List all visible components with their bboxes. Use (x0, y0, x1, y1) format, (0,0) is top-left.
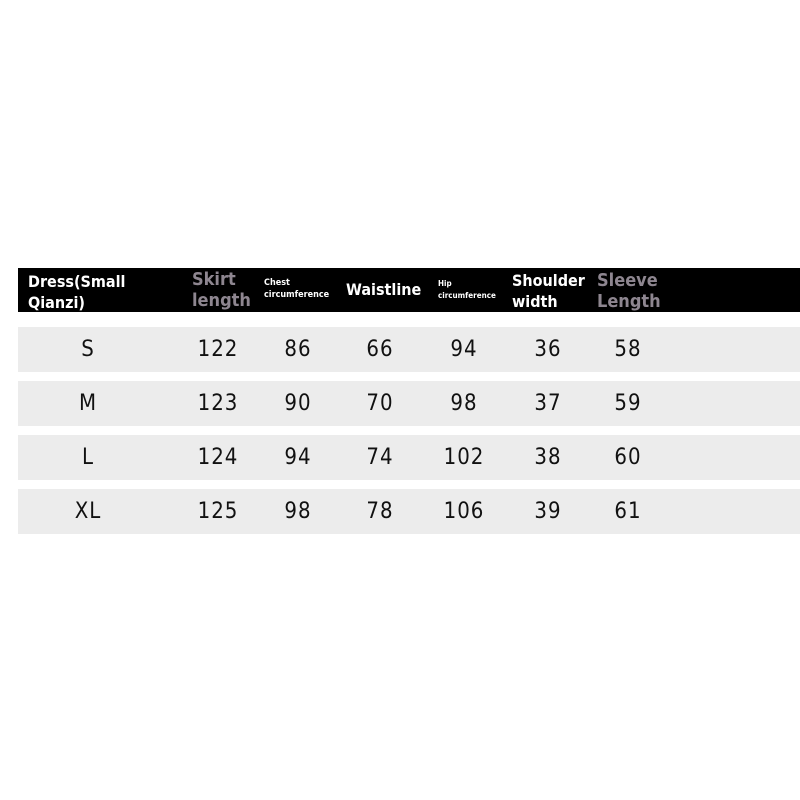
table-cell: 86 (284, 337, 312, 362)
table-cell: 98 (284, 499, 312, 524)
table-cell: 124 (197, 445, 239, 470)
table-cell: 58 (614, 337, 642, 362)
table-cell: 61 (614, 499, 642, 524)
header-skirt-length: Skirt length (192, 269, 251, 311)
header-shoulder-width: Shoulder width (512, 271, 585, 311)
table-cell: 94 (450, 337, 478, 362)
table-cell: S (81, 337, 95, 362)
table-cell: 102 (443, 445, 485, 470)
table-cell: 60 (614, 445, 642, 470)
table-row: L 124 94 74 102 38 60 (18, 435, 800, 480)
table-cell: 70 (366, 391, 394, 416)
table-cell: 66 (366, 337, 394, 362)
table-header: Dress(Small Qianzi) Skirt length Chest c… (18, 268, 800, 312)
table-cell: 37 (534, 391, 562, 416)
table-cell: 36 (534, 337, 562, 362)
table-cell: 78 (366, 499, 394, 524)
header-sleeve-length: Sleeve Length (597, 270, 661, 312)
table-cell: 125 (197, 499, 239, 524)
table-cell: 106 (443, 499, 485, 524)
table-cell: 94 (284, 445, 312, 470)
table-cell: XL (74, 499, 102, 524)
table-row: XL 125 98 78 106 39 61 (18, 489, 800, 534)
header-hip: Hip circumference (438, 279, 496, 300)
table-cell: 38 (534, 445, 562, 470)
table-cell: 74 (366, 445, 394, 470)
header-chest: Chest circumference (264, 278, 330, 300)
table-cell: 90 (284, 391, 312, 416)
table-cell: 39 (534, 499, 562, 524)
table-cell: 59 (614, 391, 642, 416)
table-cell: 122 (197, 337, 239, 362)
table-row: S 122 86 66 94 36 58 (18, 327, 800, 372)
table-cell: M (78, 391, 98, 416)
table-cell: L (81, 445, 95, 470)
table-row: M 123 90 70 98 37 59 (18, 381, 800, 426)
table-cell: 123 (197, 391, 239, 416)
header-size: Dress(Small Qianzi) (28, 272, 126, 312)
table-cell: 98 (450, 391, 478, 416)
header-waistline: Waistline (346, 280, 422, 299)
